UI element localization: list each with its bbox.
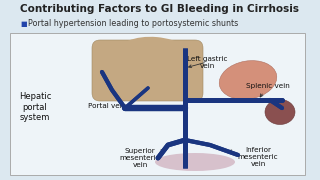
- Ellipse shape: [155, 153, 235, 171]
- Text: ■: ■: [20, 21, 27, 27]
- Ellipse shape: [219, 61, 277, 99]
- Text: Portal vein: Portal vein: [88, 103, 132, 109]
- Ellipse shape: [265, 100, 295, 125]
- FancyBboxPatch shape: [10, 33, 305, 175]
- Text: Superior
mesenteric
vein: Superior mesenteric vein: [120, 148, 164, 168]
- FancyBboxPatch shape: [92, 40, 203, 101]
- Text: Hepatic
portal
system: Hepatic portal system: [19, 92, 51, 122]
- Text: Inferior
mesenteric
vein: Inferior mesenteric vein: [228, 147, 278, 167]
- Text: Portal hypertension leading to portosystemic shunts: Portal hypertension leading to portosyst…: [28, 19, 238, 28]
- Ellipse shape: [115, 37, 195, 79]
- Text: Left gastric
vein: Left gastric vein: [187, 55, 227, 69]
- Text: Splenic vein: Splenic vein: [246, 83, 290, 97]
- Text: Contributing Factors to GI Bleeding in Cirrhosis: Contributing Factors to GI Bleeding in C…: [20, 4, 300, 14]
